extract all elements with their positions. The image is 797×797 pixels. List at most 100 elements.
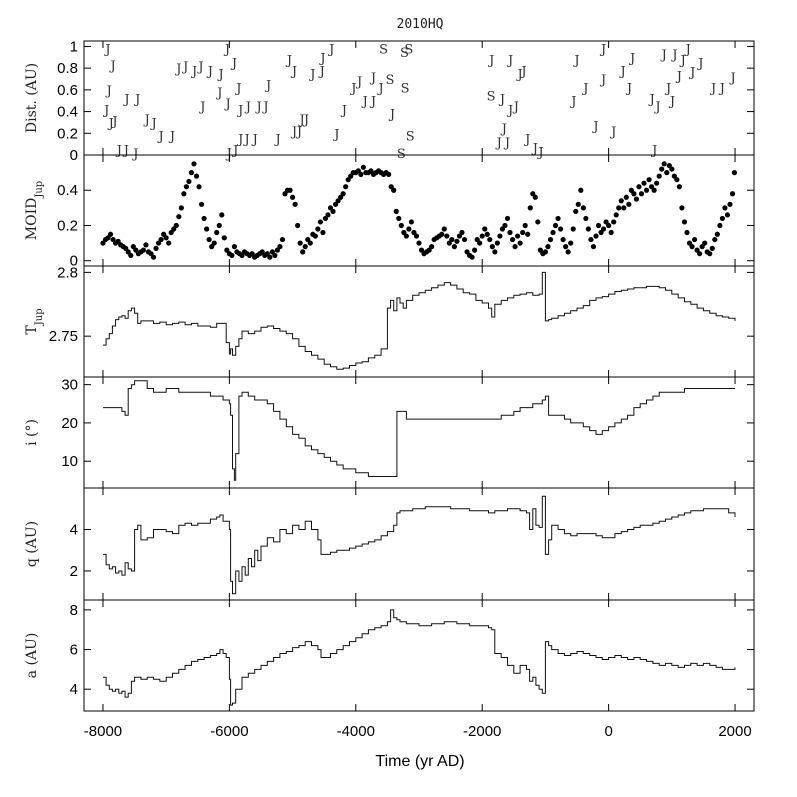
- moid-point: [631, 191, 637, 197]
- encounter-jupiter: J: [684, 43, 691, 58]
- moid-point: [611, 219, 617, 225]
- encounter-jupiter: J: [670, 48, 677, 63]
- moid-point: [580, 205, 586, 211]
- moid-point: [214, 229, 220, 236]
- moid-point: [391, 187, 397, 193]
- moid-point: [451, 244, 457, 250]
- moid-point: [140, 247, 147, 253]
- moid-point: [563, 244, 569, 250]
- moid-point: [178, 205, 184, 211]
- moid-point: [555, 215, 561, 222]
- encounter-jupiter: J: [157, 129, 164, 144]
- moid-point: [441, 226, 447, 232]
- encounter-jupiter: J: [340, 103, 347, 118]
- encounter-jupiter: J: [709, 82, 716, 97]
- x-tick-label: 2000: [718, 723, 751, 740]
- encounter-jupiter: J: [625, 82, 632, 97]
- moid-point: [636, 184, 642, 190]
- moid-point: [731, 170, 738, 176]
- encounter-jupiter: J: [105, 84, 112, 99]
- moid-point: [300, 249, 306, 255]
- chart-title: 2010HQ: [397, 17, 444, 32]
- encounter-jupiter: J: [290, 125, 297, 140]
- moid-point: [454, 238, 460, 244]
- moid-point: [552, 222, 559, 229]
- moid-point: [651, 187, 657, 193]
- moid-point: [638, 191, 645, 197]
- encounter-jupiter: J: [242, 133, 249, 148]
- moid-point: [191, 161, 197, 167]
- encounter-jupiter: J: [536, 146, 543, 161]
- moid-point: [565, 249, 571, 255]
- encounter-saturn: S: [397, 147, 406, 162]
- moid-point: [502, 222, 508, 229]
- moid-point: [532, 194, 538, 200]
- moid-point: [512, 244, 518, 250]
- moid-point: [684, 229, 690, 236]
- moid-point: [312, 233, 318, 239]
- encounter-jupiter: J: [224, 97, 231, 112]
- encounter-jupiter: J: [332, 127, 339, 142]
- moid-point: [525, 231, 531, 237]
- y-tick-label: 8: [70, 602, 78, 619]
- encounter-jupiter: J: [506, 103, 513, 118]
- encounter-jupiter: J: [664, 82, 671, 97]
- encounter-jupiter: J: [729, 71, 736, 86]
- encounter-jupiter: J: [519, 64, 526, 79]
- moid-point: [158, 236, 164, 243]
- x-tick-label: 0: [604, 723, 612, 740]
- encounter-jupiter: J: [668, 95, 675, 110]
- moid-point: [472, 247, 478, 253]
- moid-point: [520, 229, 526, 236]
- encounter-jupiter: J: [569, 95, 576, 110]
- y-tick-label: 0.8: [57, 60, 78, 77]
- encounter-jupiter: J: [503, 136, 510, 151]
- encounter-jupiter: J: [628, 51, 635, 66]
- encounter-jupiter: J: [261, 100, 268, 115]
- moid-point: [360, 164, 366, 170]
- x-tick-label: -4000: [337, 723, 375, 740]
- moid-point: [358, 171, 364, 177]
- moid-point: [479, 233, 485, 239]
- y-tick-label: 0.4: [57, 182, 78, 199]
- moid-point: [547, 236, 554, 243]
- encounter-jupiter: J: [133, 93, 140, 108]
- moid-point: [560, 236, 566, 243]
- moid-point: [707, 251, 713, 257]
- moid-point: [444, 233, 450, 239]
- moid-point: [295, 222, 301, 229]
- encounter-jupiter: J: [498, 93, 505, 108]
- series-line-semimajor: [103, 609, 736, 706]
- moid-point: [461, 236, 468, 243]
- moid-point: [545, 244, 551, 250]
- encounter-jupiter: J: [181, 60, 188, 75]
- encounter-jupiter: J: [254, 100, 261, 115]
- encounter-jupiter: J: [487, 53, 494, 68]
- encounter-jupiter: J: [264, 78, 271, 93]
- encounter-jupiter: J: [302, 113, 309, 128]
- moid-point: [439, 231, 445, 237]
- moid-point: [654, 180, 660, 186]
- moid-point: [482, 226, 488, 232]
- encounter-jupiter: J: [572, 53, 579, 68]
- encounter-saturn: S: [400, 46, 409, 61]
- moid-point: [297, 240, 303, 246]
- moid-point: [702, 240, 708, 246]
- moid-point: [325, 212, 331, 218]
- encounter-jupiter: J: [236, 103, 243, 118]
- moid-point: [724, 212, 731, 218]
- moid-point: [613, 212, 619, 218]
- encounter-jupiter: J: [696, 57, 703, 72]
- encounter-jupiter: J: [376, 82, 383, 97]
- encounter-jupiter: J: [230, 57, 237, 72]
- encounter-saturn: S: [406, 129, 415, 144]
- x-tick-label: -8000: [84, 723, 122, 740]
- encounter-jupiter: J: [308, 68, 315, 83]
- moid-point: [535, 219, 541, 225]
- moid-point: [393, 208, 399, 214]
- moid-point: [315, 226, 321, 232]
- moid-point: [128, 252, 134, 259]
- moid-point: [317, 219, 323, 225]
- y-tick-label: 0.2: [57, 125, 78, 142]
- encounter-jupiter: J: [648, 93, 655, 108]
